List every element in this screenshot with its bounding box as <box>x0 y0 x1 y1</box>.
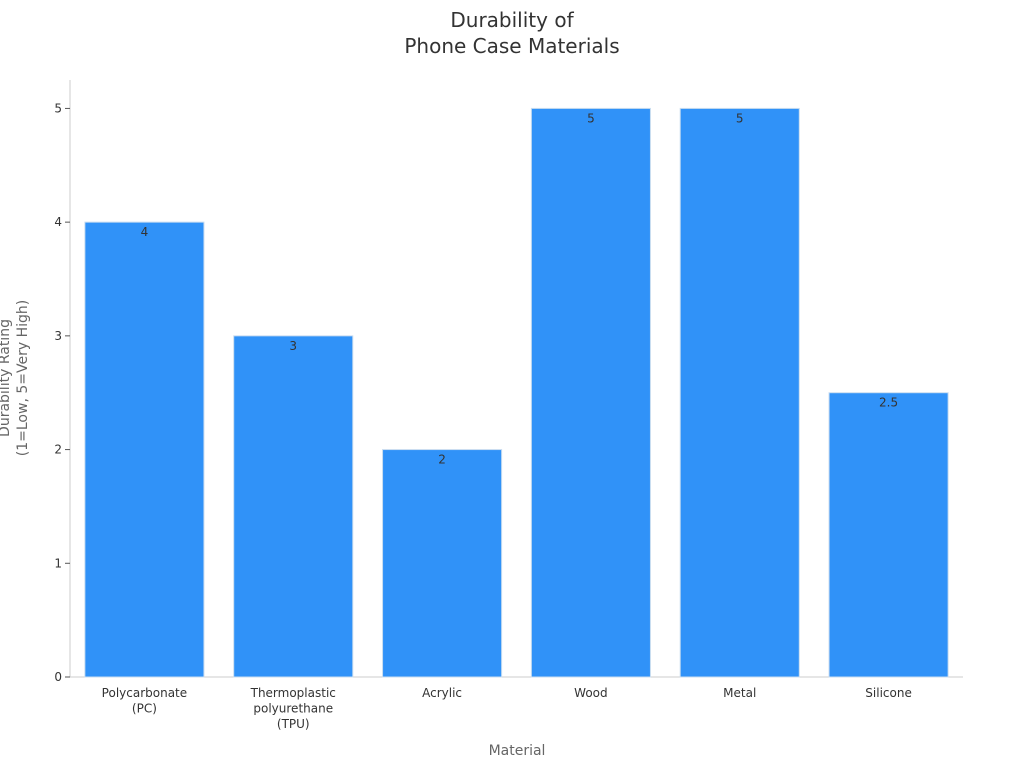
x-tick-label: Wood <box>574 686 607 700</box>
bar <box>382 449 503 678</box>
value-label: 2.5 <box>879 395 898 409</box>
x-tick-label: Acrylic <box>422 686 462 700</box>
value-label: 2 <box>438 452 446 466</box>
bar <box>84 221 205 678</box>
value-label: 5 <box>587 111 595 125</box>
y-tick-label: 0 <box>54 670 62 684</box>
bar <box>233 335 354 678</box>
value-label: 5 <box>736 111 744 125</box>
x-axis-label: Material <box>489 743 546 759</box>
y-tick-label: 5 <box>54 101 62 115</box>
x-tick-label: Silicone <box>865 686 912 700</box>
y-axis-label: Durability Rating (1=Low, 5=Very High) <box>0 300 31 456</box>
bar <box>530 107 651 678</box>
value-label: 4 <box>141 225 149 239</box>
bar <box>679 107 800 678</box>
y-tick-label: 3 <box>54 328 62 342</box>
y-tick-label: 2 <box>54 442 62 456</box>
y-tick-label: 1 <box>54 556 62 570</box>
chart-title: Durability of Phone Case Materials <box>404 8 619 58</box>
bar <box>828 392 949 678</box>
y-tick-label: 4 <box>54 215 62 229</box>
value-label: 3 <box>289 338 297 352</box>
x-tick-label: Thermoplastic polyurethane (TPU) <box>250 686 336 731</box>
x-tick-label: Polycarbonate (PC) <box>102 686 187 716</box>
x-tick-label: Metal <box>723 686 756 700</box>
